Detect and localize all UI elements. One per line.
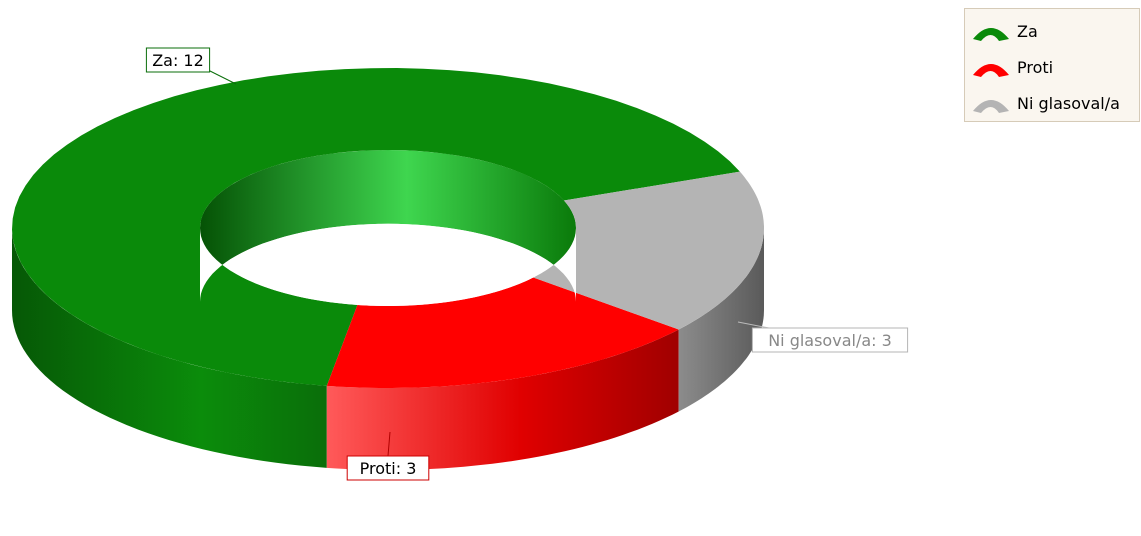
slice-side-0 [12,228,327,468]
data-label-box [751,327,909,353]
legend-item-za: Za [969,17,1038,45]
donut-hole [200,223,576,306]
legend: Za Proti Ni glasoval/a [964,8,1140,122]
data-label-1: Proti: 3 [346,455,430,481]
donut-inner-wall [200,150,576,302]
legend-label: Ni glasoval/a [1017,93,1120,113]
slice-side-1 [326,329,679,470]
donut-side-walls [12,228,764,470]
legend-swatch-icon [973,64,1009,77]
legend-swatch-icon [973,100,1009,113]
legend-swatch-icon [973,28,1009,41]
data-label-2: Ni glasoval/a: 3 [751,327,909,353]
data-label-box [145,47,211,73]
legend-item-ni-glasoval: Ni glasoval/a [969,89,1120,117]
data-label-text: Proti: 3 [360,459,417,478]
data-labels: Za: 12 Proti: 3 Ni glasoval/a: 3 [145,47,909,481]
leader-line [207,69,237,85]
data-label-0: Za: 12 [145,47,211,73]
data-label-text: Za: 12 [152,51,204,70]
slice-za [12,68,740,386]
legend-label: Proti [1017,57,1054,77]
slice-ni-glasoval-a [533,171,764,330]
leader-line [387,431,391,457]
slice-proti [326,277,679,388]
inner-wall-face [200,150,576,302]
donut-slices [12,68,764,388]
slice-side-2 [678,228,764,412]
data-label-text: Ni glasoval/a: 3 [768,331,892,350]
legend-item-proti: Proti [969,53,1053,81]
legend-label: Za [1017,21,1038,41]
data-label-box [346,455,430,481]
